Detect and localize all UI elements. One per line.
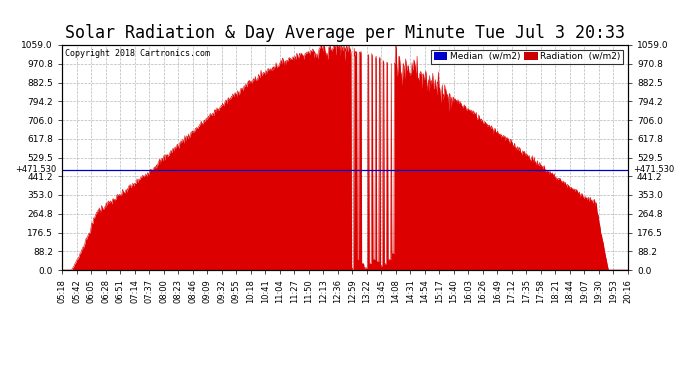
Legend: Median  (w/m2), Radiation  (w/m2): Median (w/m2), Radiation (w/m2) xyxy=(431,50,623,64)
Title: Solar Radiation & Day Average per Minute Tue Jul 3 20:33: Solar Radiation & Day Average per Minute… xyxy=(65,24,625,42)
Text: +471.530: +471.530 xyxy=(633,165,675,174)
Text: Copyright 2018 Cartronics.com: Copyright 2018 Cartronics.com xyxy=(65,50,210,58)
Text: +471.530: +471.530 xyxy=(15,165,57,174)
